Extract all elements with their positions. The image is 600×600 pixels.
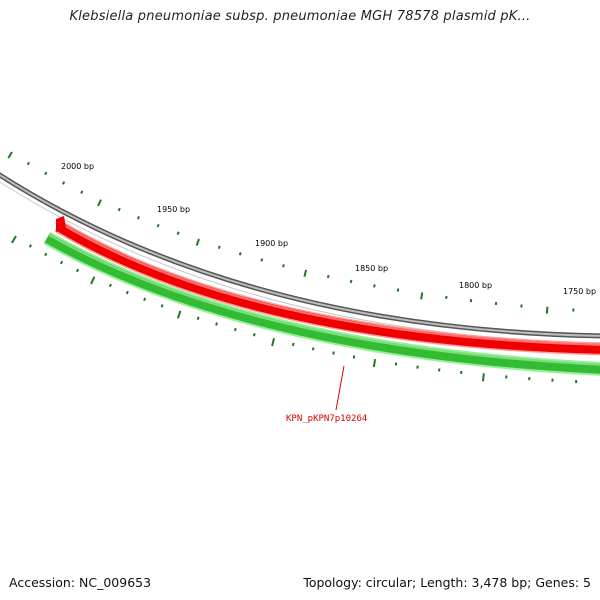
- outer-tick-25: [545, 306, 549, 314]
- inner-tick-16: [291, 342, 295, 347]
- inner-tick-marks: [11, 235, 578, 384]
- outer-tick-15: [303, 269, 308, 277]
- outer-tick-11: [217, 245, 221, 249]
- outer-tick-5: [97, 199, 102, 207]
- outer-tick-12: [238, 252, 242, 256]
- outer-tick-marks: [7, 151, 575, 314]
- outer-tick-4: [80, 190, 84, 194]
- inner-tick-9: [160, 304, 164, 308]
- inner-tick-4: [75, 268, 80, 273]
- outer-tick-2: [44, 171, 48, 176]
- summary-text: Topology: circular; Length: 3,478 bp; Ge…: [303, 575, 591, 590]
- forward-gene-arc[interactable]: [54, 216, 600, 356]
- outer-tick-18: [373, 284, 376, 288]
- inner-tick-5: [90, 276, 96, 285]
- inner-tick-6: [108, 283, 112, 288]
- inner-tick-19: [352, 355, 356, 359]
- inner-tick-13: [233, 327, 237, 332]
- map-title: Klebsiella pneumoniae subsp. pneumoniae …: [69, 9, 531, 24]
- tick-label-2000: 2000 bp: [61, 162, 94, 171]
- outer-tick-6: [117, 207, 121, 212]
- outer-tick-19: [396, 288, 400, 292]
- gene-label-leader: [335, 365, 345, 411]
- inner-tick-14: [252, 333, 256, 337]
- tick-label-1850: 1850 bp: [355, 264, 388, 273]
- inner-tick-18: [332, 351, 335, 355]
- outer-tick-9: [176, 231, 180, 235]
- outer-tick-3: [62, 181, 66, 185]
- outer-tick-10: [195, 238, 200, 246]
- tick-label-1750: 1750 bp: [563, 287, 596, 296]
- inner-tick-12: [215, 322, 218, 326]
- inner-tick-2: [44, 252, 48, 257]
- inner-tick-11: [196, 316, 200, 321]
- outer-tick-17: [349, 279, 353, 284]
- inner-tick-3: [59, 260, 64, 265]
- outer-tick-1: [26, 161, 30, 166]
- outer-tick-20: [420, 292, 424, 300]
- inner-tick-1: [28, 244, 32, 248]
- inner-tick-10: [176, 310, 182, 319]
- inner-tick-0: [11, 235, 17, 244]
- inner-tick-17: [311, 347, 315, 351]
- outer-tick-7: [136, 216, 141, 220]
- outer-tick-0: [7, 151, 13, 159]
- tick-label-1900: 1900 bp: [255, 239, 288, 248]
- outer-tick-13: [260, 258, 264, 262]
- outer-tick-16: [326, 274, 330, 279]
- inner-tick-20: [372, 358, 377, 368]
- outer-tick-14: [282, 264, 285, 268]
- inner-tick-8: [143, 297, 147, 302]
- tick-label-1950: 1950 bp: [157, 205, 190, 214]
- outer-tick-8: [156, 223, 160, 228]
- tick-label-1800: 1800 bp: [459, 281, 492, 290]
- inner-tick-7: [125, 290, 129, 295]
- inner-tick-25: [482, 373, 485, 382]
- reverse-gene-arc[interactable]: [43, 231, 600, 376]
- accession-text: Accession: NC_009653: [9, 575, 152, 590]
- inner-tick-15: [271, 338, 275, 347]
- gene-label[interactable]: KPN_pKPN7p10264: [286, 414, 367, 424]
